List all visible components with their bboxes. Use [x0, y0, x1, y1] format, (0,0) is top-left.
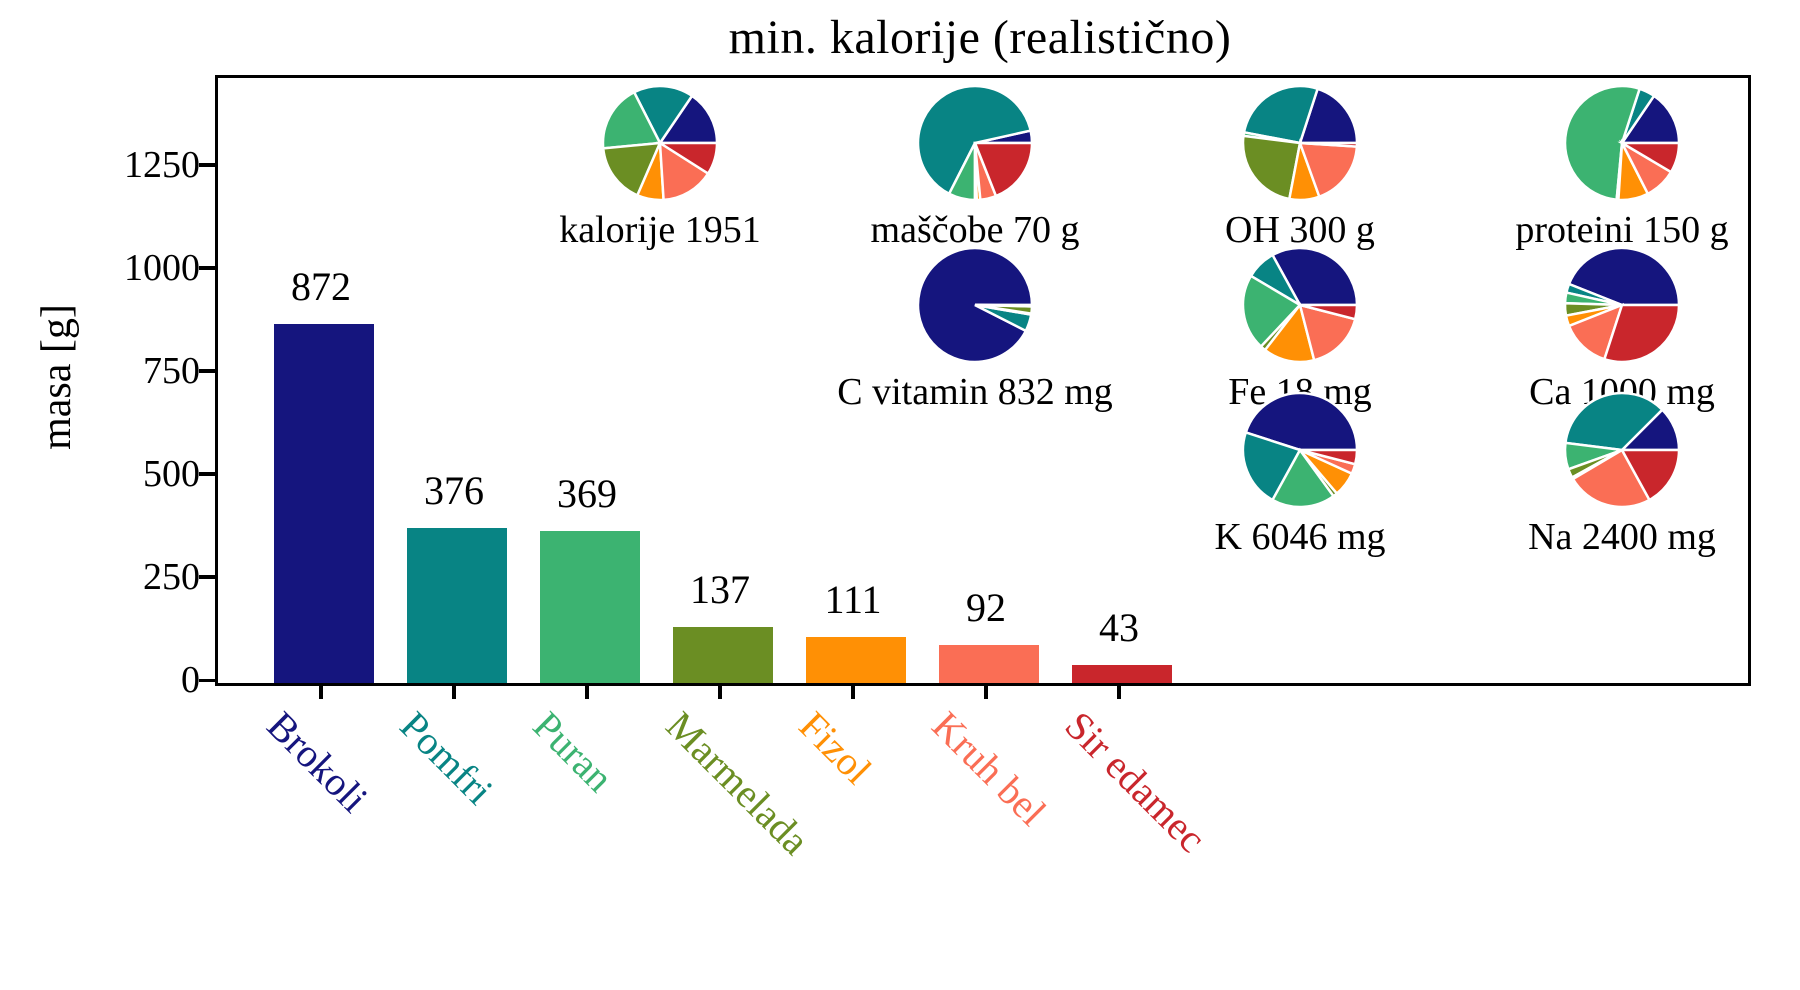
x-tick-mark — [1117, 683, 1121, 699]
bar-value-puran: 369 — [557, 471, 617, 516]
y-tick-label-1000: 1000 — [124, 246, 200, 289]
x-tick-label-fizol: Fizol — [790, 702, 881, 793]
pie-slice-brokoli — [1244, 391, 1359, 452]
y-tick-label-0: 0 — [181, 659, 200, 701]
pie-slice-pomfri — [1241, 430, 1302, 502]
pie-title-proteini-150-g: proteini 150 g — [1515, 209, 1729, 251]
x-tick-mark — [718, 683, 722, 699]
y-tick-label-500: 500 — [143, 452, 200, 495]
x-tick-mark — [851, 683, 855, 699]
pie-slice-brokoli — [1567, 246, 1681, 307]
plot-area — [215, 75, 1751, 686]
x-tick-label-puran: Puran — [524, 702, 623, 801]
pie-slice-sir-edamec — [1617, 141, 1681, 174]
y-tick-mark — [199, 575, 215, 579]
y-tick-mark — [199, 369, 215, 373]
pie-slice-marmelada — [601, 141, 662, 197]
pie-slice-sir-edamec — [1299, 448, 1359, 466]
pie-slice-pomfri — [1564, 391, 1665, 452]
bar-sir-edamec — [1072, 665, 1172, 683]
bar-value-marmelada: 137 — [690, 567, 750, 612]
pie-slice-sir-edamec — [1299, 303, 1359, 321]
pie-na-2400-mg — [1563, 391, 1681, 509]
pie-slice-sir-edamec — [1619, 448, 1681, 502]
x-tick-mark — [585, 683, 589, 699]
pie-proteini-150-g — [1563, 84, 1681, 202]
pie-title-oh-300-g: OH 300 g — [1225, 209, 1375, 251]
pie-slice-puran — [601, 90, 662, 150]
pie-title-na-2400-mg: Na 2400 mg — [1528, 516, 1716, 558]
pie-slice-puran — [1241, 274, 1302, 349]
pie-slice-pomfri — [632, 84, 694, 146]
x-tick-label-marmelada: Marmelada — [657, 702, 819, 864]
bar-value-kruh-bel: 92 — [966, 585, 1006, 630]
pie-slice-brokoli — [1270, 246, 1359, 307]
x-tick-mark — [319, 683, 323, 699]
pie-slice-puran — [1563, 84, 1642, 202]
x-tick-mark — [984, 683, 988, 699]
y-tick-mark — [199, 678, 215, 682]
bar-fizol — [806, 637, 906, 683]
bar-brokoli — [274, 324, 374, 683]
pie-c-vitamin-832-mg — [916, 246, 1034, 364]
bar-kruh-bel — [939, 645, 1039, 683]
pie-k-6046-mg — [1241, 391, 1359, 509]
x-tick-label-sir-edamec: Sir edamec — [1056, 702, 1215, 861]
pie-title-k-6046-mg: K 6046 mg — [1214, 516, 1386, 558]
bar-pomfri — [407, 528, 507, 683]
x-tick-mark — [452, 683, 456, 699]
bar-value-fizol: 111 — [824, 577, 882, 622]
pie-fe-18-mg — [1241, 246, 1359, 364]
pie-slice-puran — [1270, 447, 1336, 509]
pie-slice-sir-edamec — [1602, 303, 1681, 364]
pie-ma-obe-70-g — [916, 84, 1034, 202]
pie-slice-pomfri — [1242, 84, 1320, 145]
pie-slice-sir-edamec — [973, 141, 1034, 198]
x-tick-label-kruh-bel: Kruh bel — [923, 702, 1056, 835]
y-tick-mark — [199, 266, 215, 270]
bar-marmelada — [673, 627, 773, 683]
pie-slice-sir-edamec — [655, 141, 719, 176]
pie-slice-kruh-bel — [1298, 303, 1357, 362]
pie-oh-300-g — [1241, 84, 1359, 202]
y-tick-label-1250: 1250 — [124, 143, 200, 186]
y-tick-mark — [199, 472, 215, 476]
pie-kalorije-1951 — [601, 84, 719, 202]
bar-value-sir-edamec: 43 — [1099, 605, 1139, 650]
pie-title-kalorije-1951: kalorije 1951 — [559, 209, 761, 251]
y-tick-label-250: 250 — [143, 555, 200, 598]
pie-title-ma-obe-70-g: maščobe 70 g — [870, 209, 1080, 251]
pie-slice-kruh-bel — [1571, 448, 1652, 509]
x-tick-label-pomfri: Pomfri — [391, 702, 502, 814]
pie-slice-kruh-bel — [1298, 141, 1359, 199]
bar-value-brokoli: 872 — [291, 264, 351, 309]
bar-value-pomfri: 376 — [424, 468, 484, 513]
bar-puran — [540, 531, 640, 683]
y-tick-mark — [199, 163, 215, 167]
pie-slice-marmelada — [1241, 134, 1302, 201]
pie-title-c-vitamin-832-mg: C vitamin 832 mg — [837, 371, 1113, 413]
pie-slice-pomfri — [916, 84, 1033, 196]
y-tick-label-750: 750 — [143, 349, 200, 392]
x-tick-label-brokoli: Brokoli — [258, 702, 377, 821]
pie-ca-1000-mg — [1563, 246, 1681, 364]
pie-slice-sir-edamec — [1299, 141, 1359, 148]
chart-title: min. kalorije (realistično) — [728, 11, 1232, 64]
